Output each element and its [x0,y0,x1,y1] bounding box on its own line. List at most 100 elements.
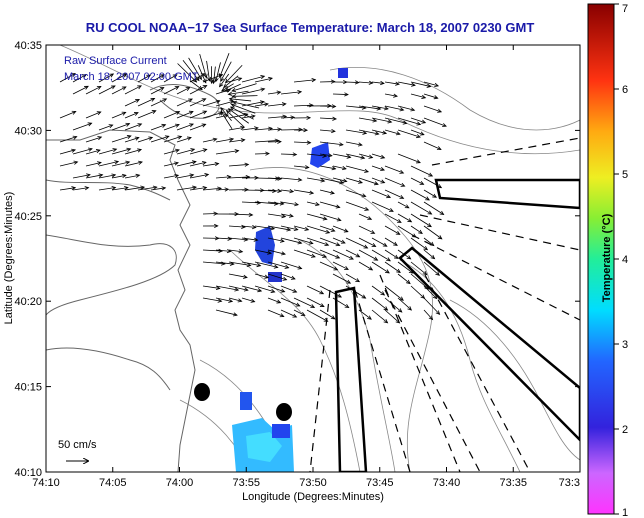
current-vector-head [161,186,167,191]
current-vector-head [346,154,352,159]
current-vector [202,163,219,167]
current-vector-head [330,227,336,232]
current-vector-head [189,173,195,178]
current-vector [384,225,401,235]
current-vector [293,165,309,168]
current-vector [228,285,248,291]
current-vector [85,111,101,119]
current-vector [358,261,373,271]
current-vector [306,249,327,258]
current-vector [345,129,367,134]
current-vector-head [281,251,286,256]
current-vector-head [319,303,325,308]
current-vector-head [294,202,300,207]
current-vector-head [338,142,344,147]
current-vector-head [270,288,276,293]
x-tick-label: 74:00 [166,477,194,489]
current-vector [423,93,438,99]
current-vector-head [426,83,432,88]
current-vector-head [214,77,219,83]
current-vector-head [435,271,440,276]
current-vector [358,117,377,122]
current-vector [254,189,277,192]
current-vector [332,165,347,170]
current-vector [202,285,220,289]
x-axis-ticks: 74:10 74:05 74:00 73:55 73:50 73:45 73:40 73:35… [32,45,581,489]
current-vector [228,108,249,124]
current-vector-head [380,167,386,172]
current-vector [219,73,230,87]
current-vector [124,85,142,95]
current-vector-head [188,110,194,115]
current-vector-head [243,274,248,279]
current-vector [384,297,403,313]
current-vector-head [161,123,167,128]
current-vector [371,117,392,123]
current-vector [267,225,291,231]
current-vector [371,153,385,159]
current-vector [220,61,232,82]
current-vector-head [152,185,158,190]
current-vector-head [380,80,385,86]
current-vector [137,137,153,143]
current-vector [124,99,140,107]
current-vector-head [400,182,406,187]
current-vector-head [358,179,363,184]
current-vector-head [335,254,341,259]
current-vector-head [303,128,309,133]
current-vector-head [201,123,207,128]
current-vector [319,117,337,120]
current-vector [213,66,216,84]
current-vector [215,297,233,302]
current-vector-head [361,294,367,299]
current-vector [150,87,164,95]
current-vector [229,98,252,102]
current-vector [280,153,297,155]
x-tick-label: 73:35 [499,477,527,489]
current-vector [215,150,239,155]
current-vector-head [96,111,102,116]
current-vector-head [159,74,165,79]
current-vector [423,297,440,315]
current-vector-head [146,74,152,79]
current-vector-head [380,154,386,159]
current-vector-head [227,91,233,96]
current-vector [397,153,421,163]
current-vector [267,201,284,205]
current-vector [384,81,400,85]
current-vector [319,213,341,221]
current-vector-head [259,100,265,105]
current-vector [150,74,165,83]
current-vector-head [243,112,249,117]
current-vector [223,75,239,88]
current-vector-head [395,131,401,136]
current-vector [150,98,167,107]
current-vector [226,110,245,128]
current-vector-head [229,100,235,105]
current-vector [306,213,327,220]
current-vector [319,141,343,146]
current-vector-head [333,266,339,271]
current-vector [280,225,298,231]
current-vector-head [214,162,220,167]
current-vector [228,90,249,95]
current-vector [280,213,294,217]
current-vector-head [422,270,428,276]
current-vector [215,237,232,240]
current-vector-head [340,239,346,244]
current-vector [423,261,440,276]
current-vector-head [344,92,349,97]
current-vector-head [256,262,262,268]
current-vector-head [385,269,390,274]
current-vector [124,161,143,167]
current-vector-head [121,86,127,91]
current-vector-head [395,319,401,324]
current-vector [163,74,177,83]
current-vector [59,111,76,119]
current-vector-head [406,255,412,260]
current-vector-head [429,241,435,247]
current-vector [98,85,116,95]
current-vector-head [267,250,273,255]
current-vector-head [281,214,287,219]
current-vector [384,165,404,174]
